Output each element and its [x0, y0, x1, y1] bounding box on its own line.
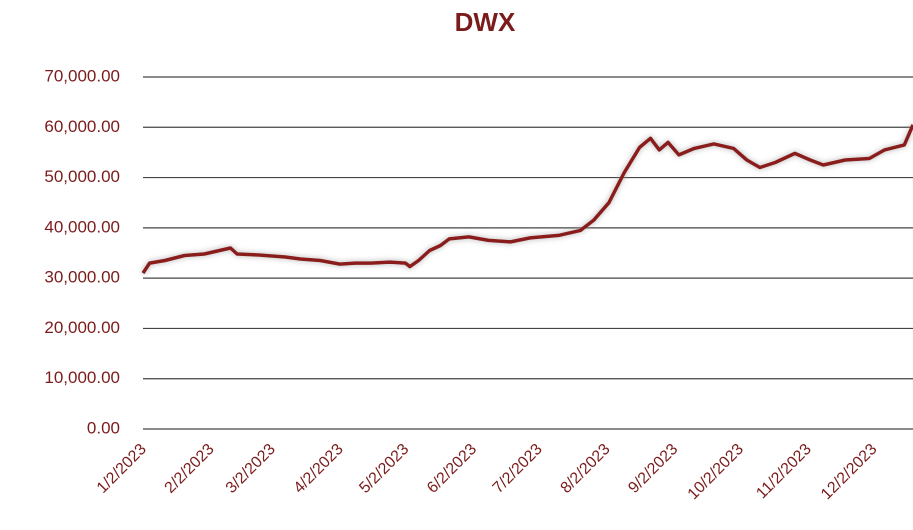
x-tick-label: 5/2/2023 — [356, 441, 412, 497]
x-tick-label: 6/2/2023 — [424, 441, 480, 497]
x-tick-label: 9/2/2023 — [625, 441, 681, 497]
x-tick-label: 3/2/2023 — [223, 441, 279, 497]
x-tick-label: 4/2/2023 — [291, 441, 347, 497]
x-tick-label: 11/2/2023 — [753, 441, 815, 503]
y-tick-label: 40,000.00 — [44, 217, 120, 236]
price-line — [141, 124, 913, 275]
x-tick-label: 2/2/2023 — [162, 441, 218, 497]
x-tick-label: 7/2/2023 — [490, 441, 546, 497]
x-tick-label: 8/2/2023 — [558, 441, 614, 497]
chart-title: DWX — [455, 7, 516, 37]
y-tick-label: 10,000.00 — [44, 368, 120, 387]
y-tick-label: 0.00 — [87, 418, 120, 437]
x-tick-label: 10/2/2023 — [685, 441, 747, 503]
y-tick-label: 30,000.00 — [44, 268, 120, 287]
x-tick-label: 1/2/2023 — [94, 441, 150, 497]
y-tick-label: 70,000.00 — [44, 66, 120, 85]
x-tick-label: 12/2/2023 — [818, 441, 880, 503]
y-tick-label: 20,000.00 — [44, 318, 120, 337]
y-tick-label: 50,000.00 — [44, 167, 120, 186]
y-tick-label: 60,000.00 — [44, 117, 120, 136]
